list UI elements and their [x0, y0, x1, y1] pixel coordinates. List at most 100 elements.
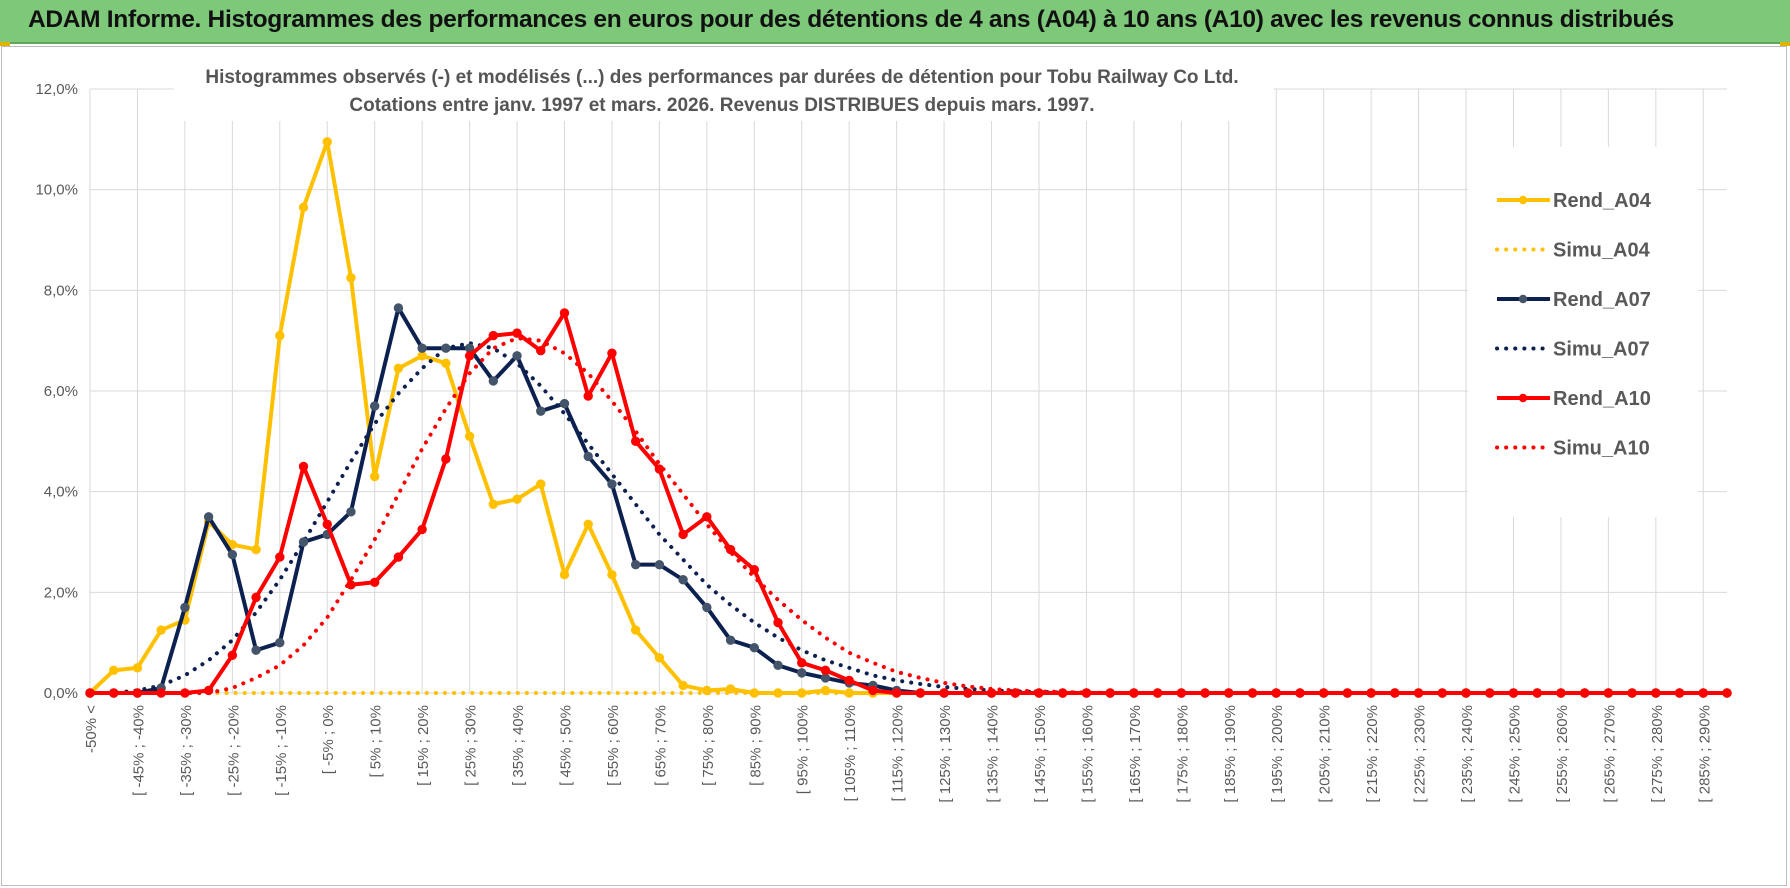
data-point-rend-a07	[203, 512, 214, 522]
x-tick-label: [ 155% ; 160%	[1079, 705, 1096, 803]
data-point-rend-a07	[441, 343, 451, 353]
data-point-rend-a10	[1058, 688, 1068, 698]
title-background	[174, 61, 1274, 121]
data-point-rend-a10	[1698, 688, 1708, 698]
data-point-rend-a04	[773, 688, 783, 698]
x-tick-label: [ 85% ; 90%	[747, 705, 764, 786]
data-point-rend-a10	[536, 346, 546, 356]
x-tick-label: [ 125% ; 130%	[937, 705, 954, 803]
data-point-rend-a10	[1651, 688, 1661, 698]
data-point-rend-a10	[85, 688, 95, 698]
x-axis-tick-labels: -50% < [ -45% ; -40% [ -35% ; -30% [ -25% ;…	[83, 705, 1713, 803]
data-point-rend-a07	[702, 602, 712, 613]
data-point-rend-a10	[773, 617, 783, 628]
data-point-rend-a10	[1224, 688, 1234, 698]
data-point-rend-a10	[1318, 688, 1329, 698]
data-point-rend-a10	[275, 552, 285, 562]
data-point-rend-a07	[346, 507, 356, 517]
report-banner: ADAM Informe. Histogrammes des performan…	[0, 0, 1790, 44]
x-tick-label: [ 215% ; 220%	[1364, 705, 1381, 803]
chart-frame: 0,0% 2,0% 4,0% 6,0% 8,0% 10,0% 12,0% -50% < [ -…	[1, 46, 1787, 886]
data-point-rend-a10	[1532, 688, 1542, 698]
x-tick-label: [ 185% ; 190%	[1222, 705, 1239, 803]
banner-corner-left	[0, 42, 10, 46]
data-point-rend-a04	[630, 625, 641, 635]
data-point-rend-a10	[1461, 688, 1471, 698]
data-point-rend-a10	[986, 688, 997, 698]
x-tick-label: [ -45% ; -40%	[130, 705, 147, 796]
y-tick-label: 2,0%	[44, 584, 78, 601]
legend-label: Rend_A10	[1553, 388, 1651, 410]
legend-item-simu-a10: Simu_A10	[1495, 438, 1650, 460]
data-point-rend-a10	[203, 685, 214, 696]
data-point-rend-a04	[536, 479, 546, 489]
data-point-rend-a04	[441, 358, 451, 369]
data-point-rend-a04	[156, 625, 166, 635]
x-tick-label: [ -25% ; -20%	[225, 705, 242, 796]
x-tick-label: [ 165% ; 170%	[1127, 705, 1144, 803]
data-point-rend-a10	[630, 436, 641, 447]
data-point-rend-a10	[417, 524, 427, 535]
data-point-rend-a10	[298, 461, 309, 472]
data-point-rend-a10	[109, 688, 119, 698]
series-line-rend-a10	[90, 310, 1727, 695]
data-point-rend-a10	[1129, 688, 1139, 698]
x-tick-label: [ 95% ; 100%	[795, 705, 812, 794]
data-point-rend-a04	[393, 363, 404, 374]
data-point-rend-a04	[820, 685, 831, 696]
legend-label: Rend_A04	[1553, 190, 1652, 212]
chart-title: Histogrammes observés (-) et modélisés (…	[205, 67, 1238, 88]
data-point-rend-a10	[963, 688, 973, 698]
x-tick-label: [ 115% ; 120%	[890, 705, 907, 801]
data-point-rend-a04	[607, 570, 617, 580]
data-point-rend-a04	[559, 570, 570, 580]
data-point-rend-a10	[464, 351, 475, 361]
data-point-rend-a10	[1508, 688, 1519, 698]
data-point-rend-a07	[773, 660, 783, 671]
legend-item-simu-a04: Simu_A04	[1495, 240, 1651, 262]
data-point-rend-a04	[251, 544, 261, 555]
legend-item-rend-a07: Rend_A07	[1497, 289, 1651, 311]
legend: Rend_A04 Simu_A04 Rend_A07 Simu_A07 Rend_A10…	[1495, 190, 1652, 460]
data-point-rend-a10	[227, 650, 238, 660]
data-point-rend-a04	[725, 684, 736, 694]
x-tick-label: [ 275% ; 280%	[1649, 705, 1666, 803]
x-tick-label: [ 105% ; 110%	[842, 705, 859, 801]
data-point-rend-a04	[298, 202, 309, 212]
data-point-rend-a04	[654, 653, 665, 663]
data-point-rend-a10	[1176, 688, 1187, 698]
x-tick-label: [ 75% ; 80%	[700, 705, 717, 786]
data-point-rend-a10	[180, 688, 190, 698]
data-point-rend-a04	[583, 519, 593, 530]
series-rend-a10	[85, 308, 1732, 698]
data-point-rend-a10	[1295, 688, 1305, 698]
data-point-rend-a10	[654, 464, 665, 474]
data-point-rend-a07	[725, 635, 736, 645]
y-tick-label: 0,0%	[44, 685, 78, 702]
x-tick-label: [ 15% ; 20%	[415, 705, 432, 786]
data-point-rend-a10	[820, 665, 831, 676]
data-point-rend-a04	[678, 680, 688, 691]
data-point-rend-a10	[1390, 688, 1400, 698]
data-point-rend-a07	[251, 645, 261, 655]
data-point-rend-a07	[369, 401, 380, 411]
report-title: ADAM Informe. Histogrammes des performan…	[28, 6, 1674, 33]
data-point-rend-a04	[322, 137, 332, 147]
x-tick-label: [ 55% ; 60%	[605, 705, 622, 786]
data-point-rend-a10	[702, 512, 712, 522]
x-tick-label: [ 25% ; 30%	[463, 705, 480, 786]
data-point-rend-a07	[749, 643, 759, 653]
data-point-rend-a10	[1722, 688, 1732, 698]
data-point-rend-a07	[180, 602, 190, 613]
x-tick-label: [ 285% ; 290%	[1696, 705, 1713, 803]
data-point-rend-a10	[1010, 688, 1020, 698]
x-tick-label: [ 205% ; 210%	[1317, 705, 1334, 803]
legend-label: Simu_A07	[1553, 339, 1650, 361]
data-point-rend-a10	[678, 529, 688, 540]
data-point-rend-a10	[1579, 688, 1590, 698]
data-point-rend-a04	[346, 273, 356, 283]
x-tick-label: [ -35% ; -30%	[178, 705, 195, 796]
legend-item-rend-a10: Rend_A10	[1497, 388, 1651, 410]
data-point-rend-a07	[654, 559, 665, 570]
legend-label: Rend_A07	[1553, 289, 1651, 311]
